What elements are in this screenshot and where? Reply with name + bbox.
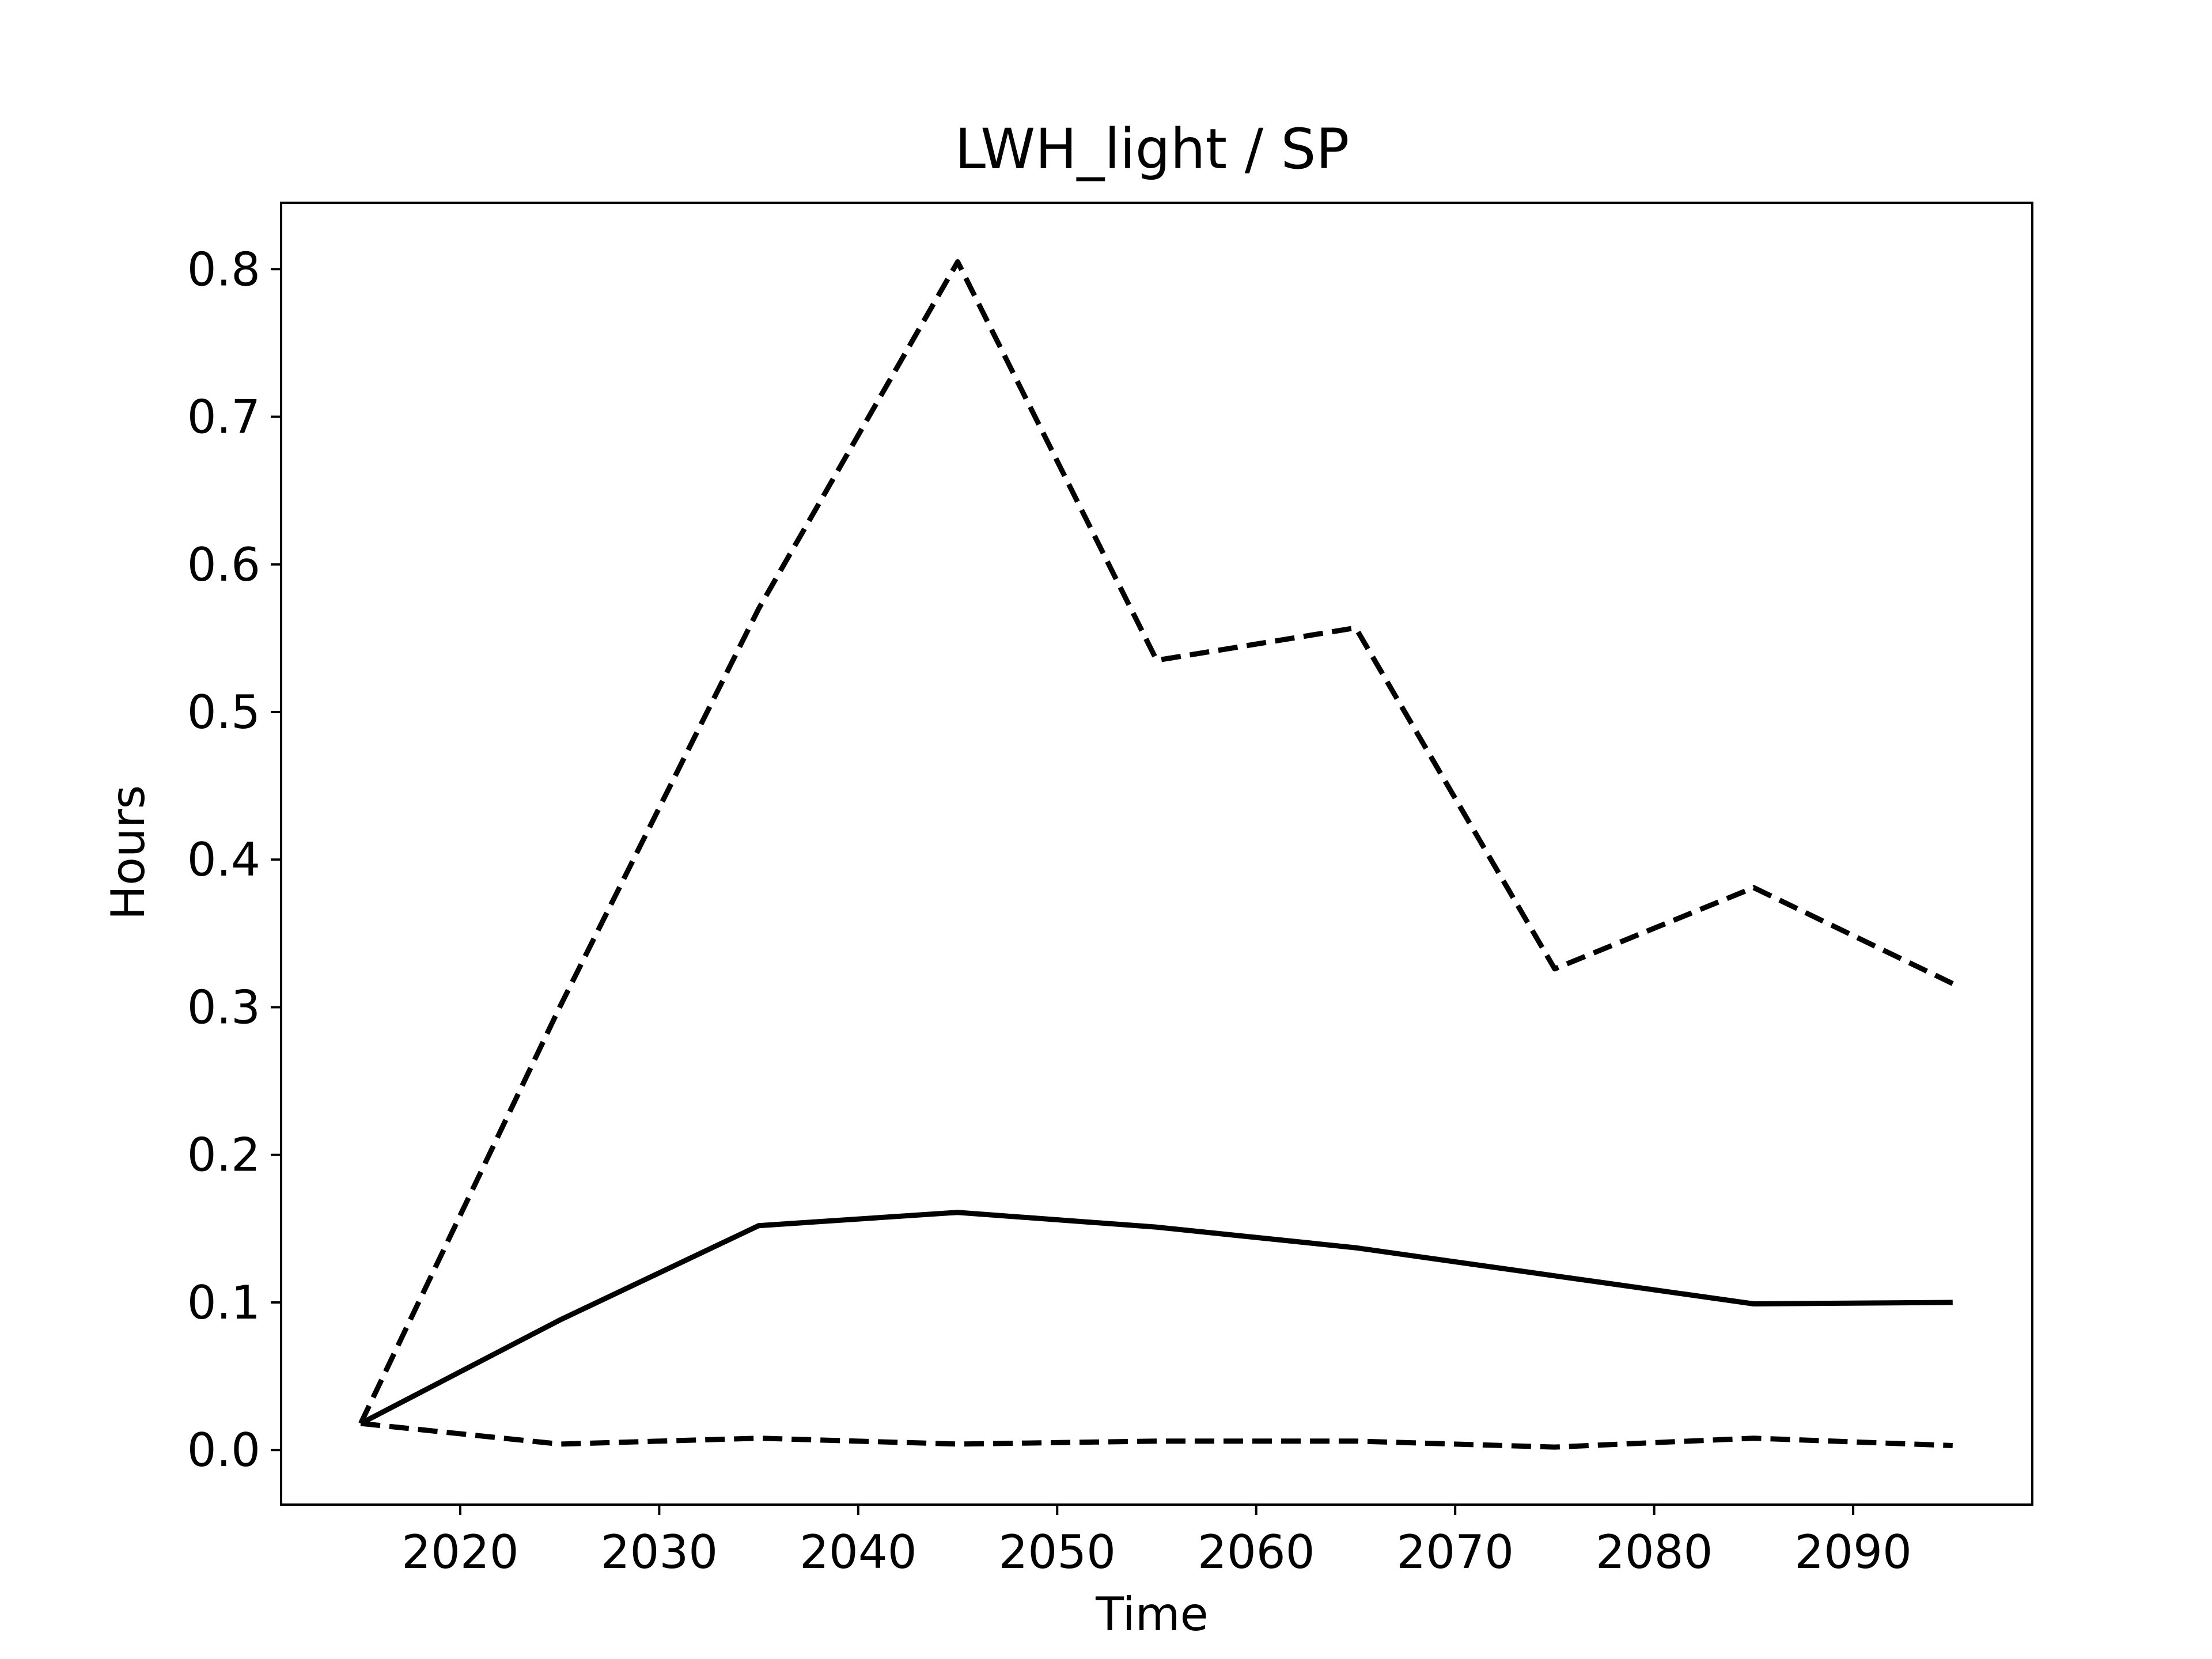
x-tick-label: 2020 xyxy=(402,1525,519,1579)
series-line-3 xyxy=(360,1421,1953,1450)
chart-title: LWH_light / SP xyxy=(955,117,1350,181)
x-axis: 2020 2030 2040 2050 2060 2070 2080 2090 xyxy=(402,1505,1912,1579)
y-tick-label: 0.7 xyxy=(187,391,260,444)
x-tick-label: 2040 xyxy=(800,1525,917,1579)
y-axis: 0.0 0.1 0.2 0.3 0.4 0.5 0.6 0.7 0.8 xyxy=(187,243,281,1477)
y-tick-label: 0.0 xyxy=(187,1423,260,1477)
x-tick-label: 2090 xyxy=(1794,1525,1912,1579)
x-tick-label: 2030 xyxy=(601,1525,718,1579)
series-line-2 xyxy=(358,259,1954,1425)
x-axis-title: Time xyxy=(1095,1588,1209,1641)
y-tick-label: 0.6 xyxy=(187,538,260,592)
y-tick-label: 0.5 xyxy=(187,685,260,739)
y-axis-title: Hours xyxy=(101,785,155,920)
y-tick-label: 0.3 xyxy=(187,980,260,1034)
y-tick-label: 0.4 xyxy=(187,833,260,887)
series-line-1 xyxy=(359,1210,1953,1426)
series-layer xyxy=(358,259,1954,1450)
x-tick-label: 2050 xyxy=(998,1525,1116,1579)
x-tick-label: 2060 xyxy=(1198,1525,1315,1579)
x-tick-label: 2080 xyxy=(1596,1525,1713,1579)
y-tick-label: 0.8 xyxy=(187,243,260,296)
plot-frame xyxy=(280,202,2033,1506)
y-tick-label: 0.2 xyxy=(187,1128,260,1182)
y-tick-label: 0.1 xyxy=(187,1276,260,1330)
x-tick-label: 2070 xyxy=(1396,1525,1514,1579)
plot-area xyxy=(280,202,2033,1506)
